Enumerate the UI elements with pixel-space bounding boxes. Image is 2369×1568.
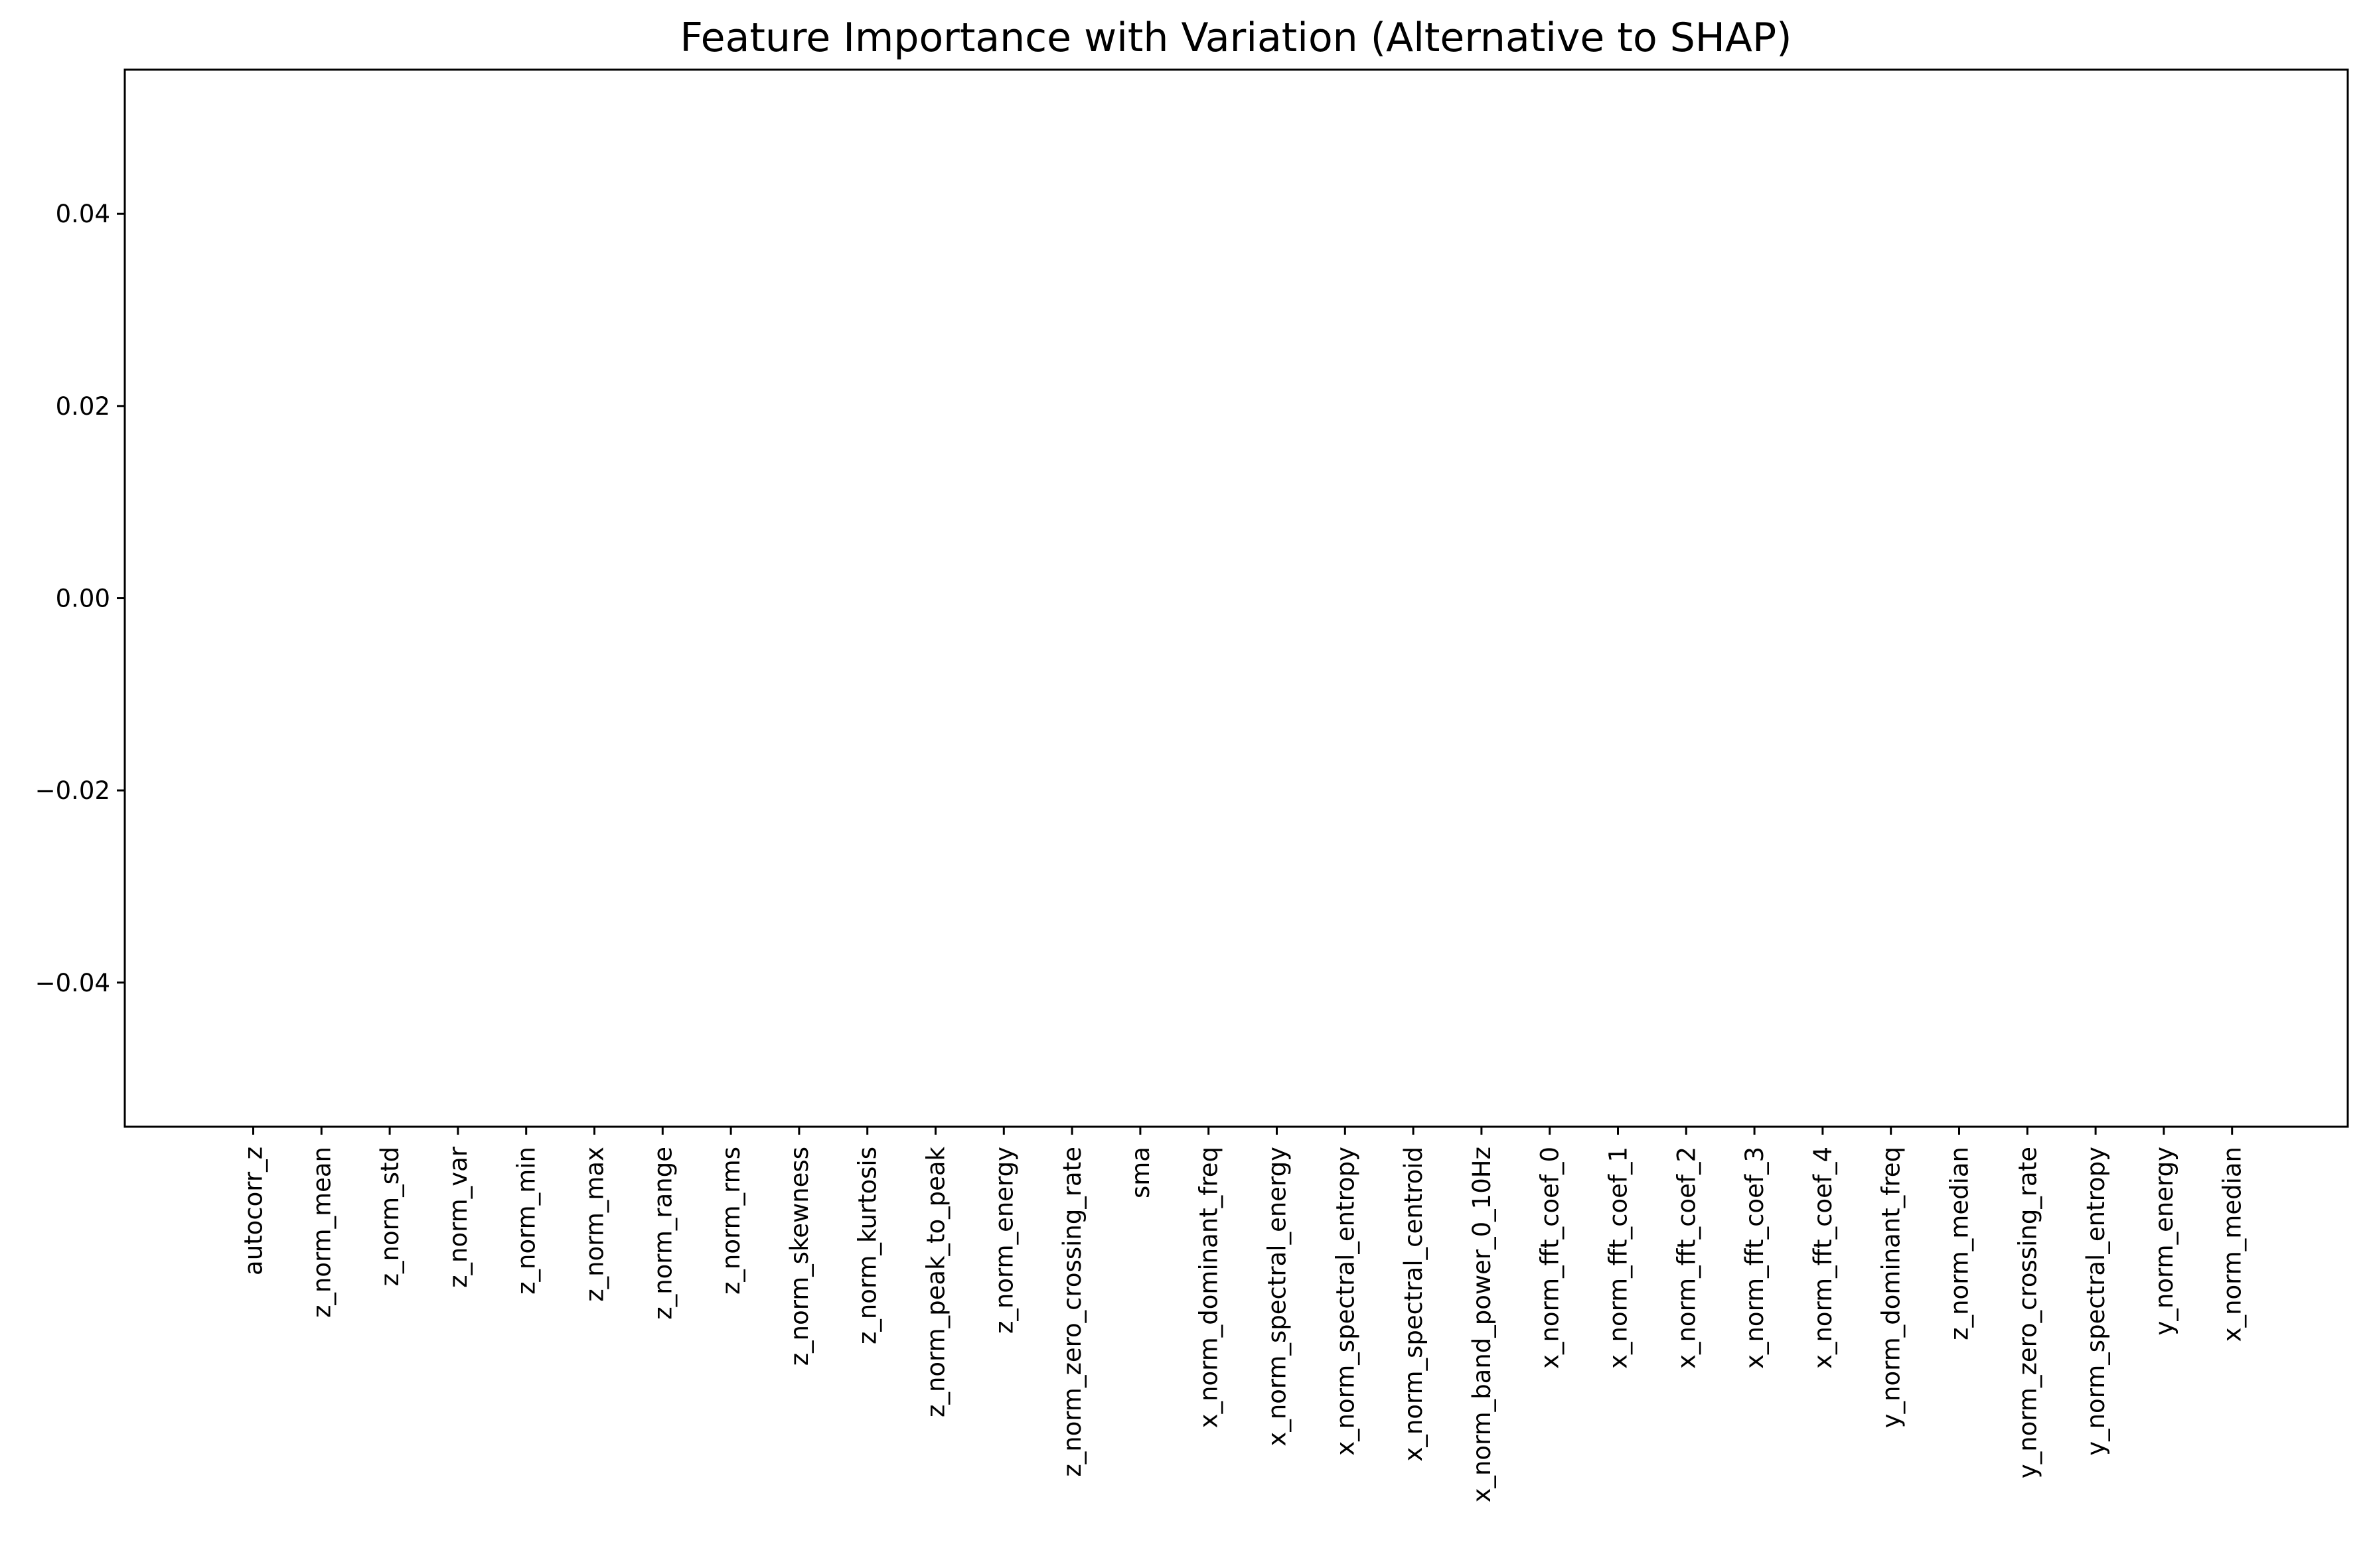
x-tick-label: x_norm_fft_coef_4 [1809,1147,1837,1369]
x-tick-label: x_norm_fft_coef_3 [1740,1147,1769,1369]
y-tick-label: 0.04 [56,200,110,228]
y-tick-label: −0.02 [35,776,110,805]
x-tick-label: x_norm_spectral_entropy [1331,1147,1359,1456]
x-tick-label: z_norm_max [581,1147,609,1302]
x-tick-label: z_norm_range [649,1147,677,1320]
x-tick-label: z_norm_energy [990,1147,1018,1334]
x-tick-label: z_norm_kurtosis [854,1147,882,1344]
x-tick-label: sma [1126,1147,1155,1198]
x-axis: autocorr_z z_norm_mean z_norm_std z_norm_va… [240,1127,2247,1502]
x-tick-label: z_norm_peak_to_peak [922,1146,951,1417]
x-tick-label: x_norm_spectral_centroid [1399,1147,1428,1462]
x-tick-label: x_norm_spectral_energy [1263,1147,1292,1447]
plot-frame [123,68,2349,1128]
x-tick-label: x_norm_fft_coef_0 [1536,1147,1565,1369]
y-tick-label: 0.02 [56,392,110,421]
x-tick-label: x_norm_median [2218,1147,2247,1342]
x-tick-label: autocorr_z [240,1147,268,1275]
y-tick-label: −0.04 [35,969,110,997]
x-tick-label: z_norm_var [444,1146,473,1288]
chart-title: Feature Importance with Variation (Alter… [680,15,1792,61]
x-tick-label: y_norm_zero_crossing_rate [2013,1147,2042,1478]
x-tick-label: z_norm_zero_crossing_rate [1058,1147,1087,1477]
x-tick-label: z_norm_min [512,1147,541,1295]
x-tick-label: z_norm_mean [307,1147,336,1318]
x-tick-label: z_norm_rms [717,1147,745,1295]
x-tick-label: y_norm_energy [2150,1147,2178,1336]
x-tick-label: x_norm_fft_coef_1 [1604,1147,1633,1369]
x-tick-label: x_norm_fft_coef_2 [1672,1147,1701,1369]
y-tick-label: 0.00 [56,585,110,613]
x-tick-label: z_norm_median [1946,1147,1974,1340]
x-tick-label: z_norm_std [376,1147,404,1286]
x-tick-label: y_norm_dominant_freq [1877,1147,1906,1428]
x-tick-label: x_norm_band_power_0_10Hz [1468,1147,1496,1502]
x-tick-label: x_norm_dominant_freq [1195,1147,1223,1428]
y-axis: 0.04 0.02 0.00 −0.02 −0.04 [35,200,125,997]
x-tick-label: y_norm_spectral_entropy [2082,1147,2110,1456]
x-tick-label: z_norm_skewness [785,1147,814,1366]
